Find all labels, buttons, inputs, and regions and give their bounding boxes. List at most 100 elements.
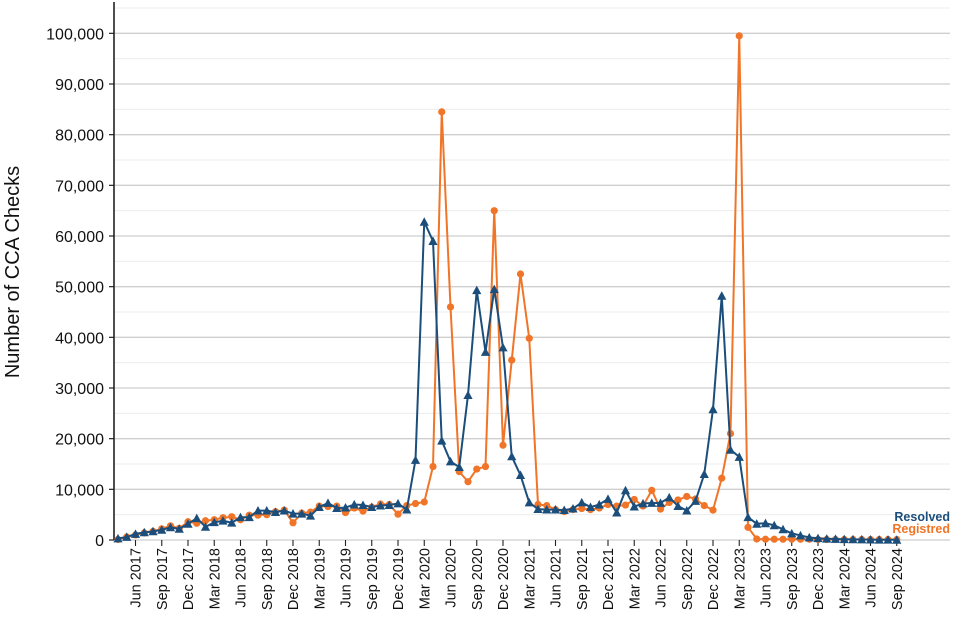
data-point-resolved [848, 534, 858, 544]
data-point-resolved [839, 534, 849, 544]
data-point-resolved [410, 455, 421, 464]
data-point-resolved [384, 500, 394, 509]
data-point-resolved [244, 512, 254, 522]
data-point-resolved [813, 533, 823, 543]
data-point-resolved [874, 535, 884, 544]
data-point-resolved [822, 534, 832, 543]
x-tick-label: Sep 2023 [785, 548, 801, 610]
data-point-registred [709, 506, 717, 514]
data-point-resolved [332, 503, 342, 512]
y-tick-label: 60,000 [55, 229, 104, 246]
data-point-registred [735, 32, 743, 40]
x-tick-label: Sep 2020 [470, 548, 486, 610]
data-point-registred [770, 535, 778, 543]
data-point-resolved [830, 534, 841, 543]
data-point-resolved [402, 505, 412, 514]
data-point-resolved [174, 524, 184, 533]
data-point-resolved [305, 511, 316, 520]
y-axis-label: Number of CCA Checks [2, 166, 24, 378]
data-point-registred [744, 523, 752, 531]
data-point-resolved [113, 533, 123, 543]
data-point-registred [201, 517, 210, 525]
y-tick-label: 40,000 [55, 330, 104, 347]
data-point-resolved [577, 497, 587, 507]
data-point-resolved [480, 347, 491, 356]
x-tick-label: Mar 2018 [207, 548, 223, 609]
data-point-resolved [804, 532, 814, 542]
data-point-resolved [200, 522, 211, 531]
data-point-resolved [489, 284, 499, 294]
y-tick-label: 90,000 [55, 77, 104, 94]
data-point-resolved [734, 452, 744, 461]
x-tick-label: Mar 2021 [522, 548, 538, 609]
data-point-resolved [375, 500, 386, 510]
x-tick-label: Jun 2024 [864, 548, 880, 608]
data-point-registred [788, 535, 796, 543]
data-point-registred [674, 496, 682, 504]
data-point-registred [394, 510, 402, 518]
x-tick-label: Mar 2023 [732, 548, 748, 609]
y-tick-label: 50,000 [55, 280, 104, 297]
data-point-resolved [795, 530, 806, 540]
data-point-registred [481, 462, 490, 471]
data-point-resolved [428, 236, 438, 245]
x-tick-label: Dec 2018 [286, 548, 302, 610]
data-point-resolved [209, 517, 219, 527]
data-point-registred [359, 507, 367, 515]
data-point-registred [508, 356, 516, 364]
y-tick-label: 70,000 [55, 178, 104, 195]
x-tick-label: Jun 2022 [654, 548, 670, 608]
data-point-resolved [673, 501, 683, 510]
data-point-resolved [507, 451, 517, 461]
data-point-resolved [314, 502, 324, 511]
data-point-registred [228, 513, 236, 521]
data-point-resolved [157, 525, 167, 534]
data-point-registred [700, 501, 708, 510]
data-point-resolved [655, 498, 666, 507]
data-point-resolved [620, 485, 631, 495]
data-point-registred [779, 535, 787, 543]
data-point-resolved [664, 492, 674, 502]
data-point-resolved [122, 532, 132, 541]
x-tick-label: Dec 2023 [811, 548, 827, 610]
y-tick-label: 0 [95, 533, 104, 550]
y-tick-label: 10,000 [55, 482, 104, 499]
data-point-resolved [253, 506, 263, 515]
data-point-resolved [542, 505, 552, 514]
data-point-resolved [515, 470, 526, 480]
data-point-resolved [865, 534, 876, 544]
x-tick-label: Dec 2022 [706, 548, 722, 610]
data-point-registred [753, 535, 761, 543]
data-point-resolved [183, 519, 193, 528]
x-tick-label: Jun 2023 [759, 548, 775, 608]
x-tick-label: Mar 2022 [627, 548, 643, 609]
data-point-resolved [585, 502, 596, 511]
data-point-registred [761, 535, 770, 543]
x-tick-label: Sep 2021 [575, 548, 591, 610]
x-tick-label: Dec 2021 [601, 548, 617, 610]
x-tick-label: Dec 2017 [181, 548, 197, 610]
data-point-registred [621, 501, 630, 509]
data-point-resolved [550, 505, 561, 514]
x-tick-label: Dec 2019 [391, 548, 407, 610]
data-point-resolved [559, 505, 569, 515]
data-point-resolved [165, 522, 176, 532]
data-point-resolved [629, 501, 639, 511]
data-point-resolved [262, 506, 272, 515]
data-point-registred [464, 478, 472, 486]
y-tick-label: 100,000 [46, 26, 104, 43]
legend-item-registred: Registred [892, 522, 950, 536]
x-tick-label: Sep 2019 [365, 548, 381, 610]
data-point-resolved [568, 503, 578, 513]
data-point-resolved [533, 504, 543, 514]
legend: Resolved Registred [892, 510, 950, 536]
data-point-resolved [463, 390, 473, 400]
data-point-resolved [279, 506, 289, 515]
data-point-resolved [778, 524, 788, 534]
x-tick-label: Mar 2020 [417, 548, 433, 609]
series-line-resolved [117, 220, 897, 541]
data-point-resolved [787, 528, 797, 538]
data-point-resolved [367, 502, 377, 511]
data-point-resolved [612, 508, 622, 517]
y-tick-label: 20,000 [55, 432, 104, 449]
